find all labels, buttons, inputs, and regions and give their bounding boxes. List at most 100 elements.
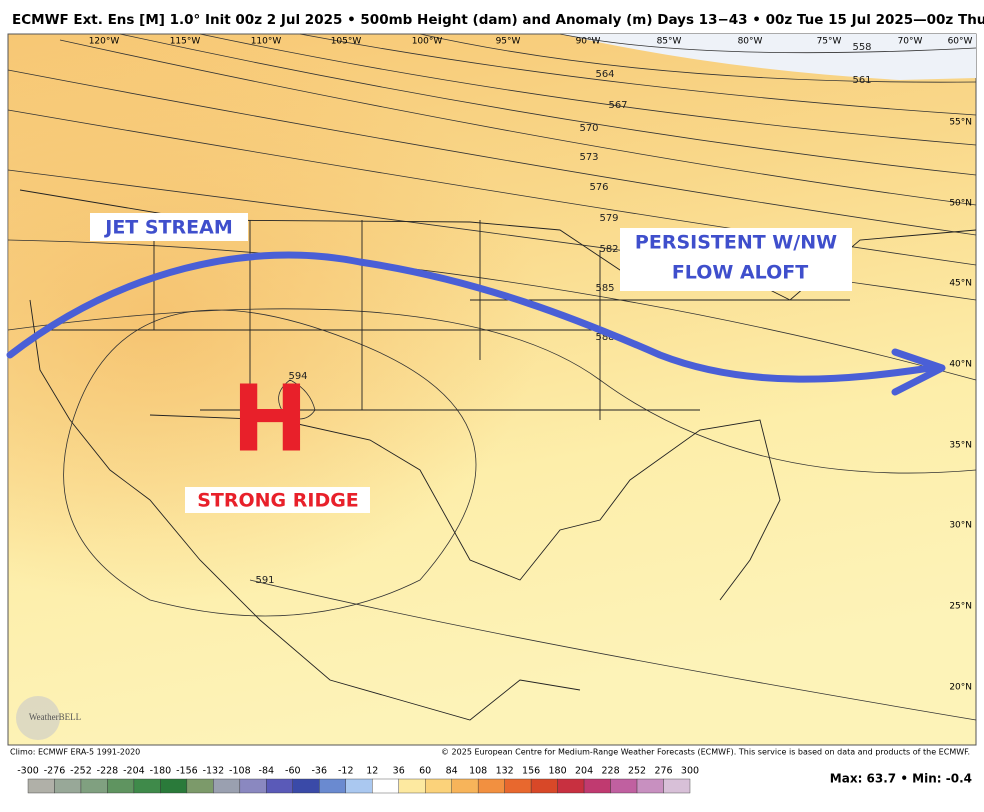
colorbar-label: 132 xyxy=(496,766,514,777)
colorbar-cell xyxy=(133,778,161,794)
climo-note: Climo: ECMWF ERA-5 1991-2020 xyxy=(10,748,140,757)
colorbar-label: 180 xyxy=(549,766,567,777)
contour-label: 585 xyxy=(595,283,614,294)
longitude-label: 80°W xyxy=(738,37,763,47)
colorbar-label: 276 xyxy=(654,766,672,777)
colorbar-cell xyxy=(27,778,55,794)
latitude-label: 50°N xyxy=(949,199,972,209)
longitude-label: 85°W xyxy=(657,37,682,47)
colorbar-label: -60 xyxy=(285,766,301,777)
contour-label: 576 xyxy=(589,182,608,193)
colorbar-cell xyxy=(186,778,214,794)
latitude-label: 55°N xyxy=(949,118,972,128)
longitude-label: 70°W xyxy=(898,37,923,47)
colorbar-label: -204 xyxy=(123,766,145,777)
latitude-label: 40°N xyxy=(949,360,972,370)
longitude-label: 105°W xyxy=(331,37,362,47)
contour-label: 558 xyxy=(852,42,871,53)
colorbar-label: -36 xyxy=(312,766,328,777)
colorbar-cell xyxy=(213,778,241,794)
latitude-label: 25°N xyxy=(949,602,972,612)
contour-label: 591 xyxy=(255,575,274,586)
flow-label: FLOW ALOFT xyxy=(672,262,808,284)
logo-globe xyxy=(16,696,60,740)
jet-label: JET STREAM xyxy=(103,217,233,239)
ridge-box xyxy=(185,487,370,513)
latitude-label: 30°N xyxy=(949,521,972,531)
longitude-label: 115°W xyxy=(170,37,201,47)
colorbar-label: -108 xyxy=(229,766,251,777)
stats: Max: 63.7 • Min: -0.4 xyxy=(830,772,972,786)
copyright: © 2025 European Centre for Medium-Range … xyxy=(441,748,970,757)
colorbar-label: 60 xyxy=(419,766,431,777)
longitude-label: 90°W xyxy=(576,37,601,47)
colorbar-label: -132 xyxy=(203,766,225,777)
colorbar-cell xyxy=(398,778,426,794)
contour-label: 588 xyxy=(595,332,614,343)
low-height-area xyxy=(560,34,976,80)
header-title: ECMWF Ext. Ens [M] 1.0° Init 00z 2 Jul 2… xyxy=(12,12,984,28)
contour-label: 567 xyxy=(608,100,627,111)
flow-box xyxy=(620,228,852,291)
colorbar-label: -84 xyxy=(259,766,275,777)
colorbar-cell xyxy=(636,778,664,794)
colorbar-label: 252 xyxy=(628,766,646,777)
colorbar-cell xyxy=(160,778,188,794)
colorbar-label: -156 xyxy=(176,766,198,777)
contour-label: 594 xyxy=(288,371,307,382)
longitude-label: 120°W xyxy=(89,37,120,47)
colorbar-label: -12 xyxy=(338,766,354,777)
colorbar-cell xyxy=(477,778,505,794)
colorbar-label: -180 xyxy=(150,766,172,777)
colorbar-label: -300 xyxy=(17,766,39,777)
contour-label: 573 xyxy=(579,152,598,163)
jet-box xyxy=(90,213,248,241)
colorbar-label: -276 xyxy=(44,766,66,777)
colorbar-cell xyxy=(345,778,373,794)
colorbar-cell xyxy=(319,778,346,794)
arrow-head xyxy=(891,348,946,396)
colorbar-cell xyxy=(80,778,108,794)
logo: WeatherBELL xyxy=(29,712,81,722)
colorbar-label: 204 xyxy=(575,766,593,777)
map-shade xyxy=(8,34,976,745)
contour-label: 570 xyxy=(579,123,598,134)
contour-label: 561 xyxy=(852,75,871,86)
colorbar-cell xyxy=(557,778,585,794)
colorbar-label: -252 xyxy=(70,766,92,777)
colorbar-cell xyxy=(610,778,638,794)
colorbar-label: 228 xyxy=(601,766,619,777)
contour-label: 564 xyxy=(595,69,614,80)
longitude-label: 100°W xyxy=(412,37,443,47)
colorbar-cell xyxy=(504,778,532,794)
colorbar-cell xyxy=(266,778,294,794)
flow-label: PERSISTENT W/NW xyxy=(635,232,837,254)
colorbar-cell xyxy=(425,778,452,794)
contour-label: 582 xyxy=(599,244,618,255)
colorbar-label: 300 xyxy=(681,766,699,777)
colorbar-cell xyxy=(583,778,611,794)
longitude-label: 60°W xyxy=(948,37,973,47)
colorbar-label: 84 xyxy=(446,766,458,777)
colorbar-cell xyxy=(239,778,267,794)
jet-stream-arrow xyxy=(6,251,934,383)
colorbar-cell xyxy=(663,778,691,794)
colorbar-label: -228 xyxy=(97,766,119,777)
longitude-label: 95°W xyxy=(496,37,521,47)
colorbar-cell xyxy=(530,778,558,794)
colorbar-label: 36 xyxy=(393,766,405,777)
longitude-label: 75°W xyxy=(817,37,842,47)
colorbar-cell xyxy=(451,778,479,794)
latitude-label: 20°N xyxy=(949,683,972,693)
map xyxy=(7,33,977,746)
longitude-label: 110°W xyxy=(251,37,282,47)
high-label: H xyxy=(232,365,309,472)
colorbar-label: 156 xyxy=(522,766,540,777)
colorbar-cell xyxy=(372,778,399,794)
contour-label: 579 xyxy=(599,213,618,224)
colorbar-label: 108 xyxy=(469,766,487,777)
colorbar-cell xyxy=(292,778,320,794)
colorbar-label: 12 xyxy=(366,766,378,777)
ridge-label: STRONG RIDGE xyxy=(197,490,359,512)
